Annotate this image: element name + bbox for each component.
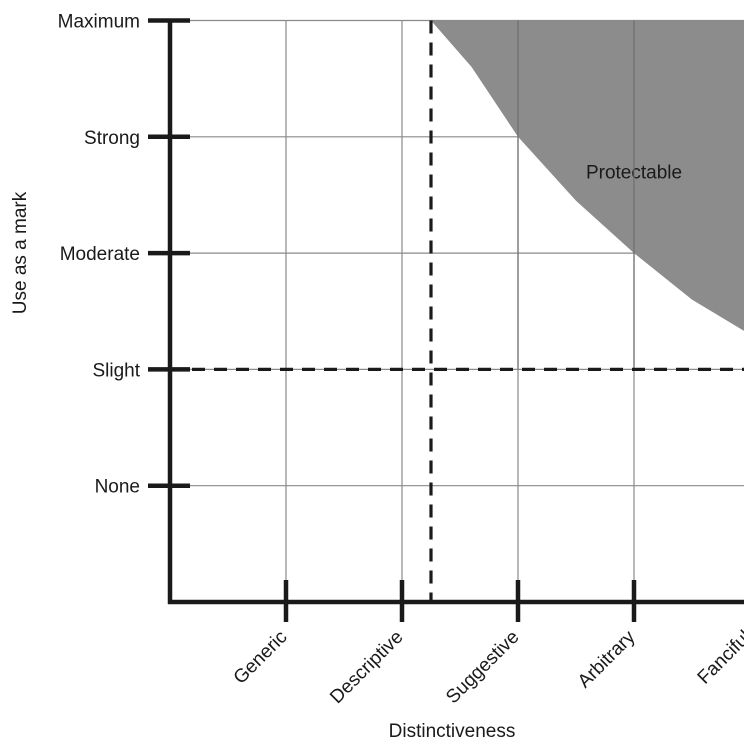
y-tick-label: Moderate bbox=[60, 244, 140, 265]
x-tick-label: Descriptive bbox=[326, 627, 407, 708]
y-axis-ticks: None Slight Moderate Strong Maximum bbox=[58, 12, 190, 498]
y-tick-label: Slight bbox=[92, 360, 140, 381]
x-tick-label: Arbitrary bbox=[574, 626, 640, 692]
x-tick-label: Suggestive bbox=[442, 627, 523, 708]
y-tick-label: None bbox=[95, 477, 140, 498]
y-axis-title: Use as a mark bbox=[10, 191, 31, 314]
axes bbox=[167, 18, 744, 605]
y-tick-label: Strong bbox=[84, 128, 140, 149]
x-tick-label: Generic bbox=[230, 627, 292, 689]
threshold-lines bbox=[170, 20, 744, 602]
x-axis-ticks: Generic Descriptive Suggestive Arbitrary Fan… bbox=[230, 580, 744, 708]
x-tick-label: Fanciful bbox=[694, 627, 744, 689]
protectable-region bbox=[431, 20, 744, 358]
y-tick-label: Maximum bbox=[58, 12, 140, 33]
x-axis-title: Distinctiveness bbox=[389, 721, 516, 741]
